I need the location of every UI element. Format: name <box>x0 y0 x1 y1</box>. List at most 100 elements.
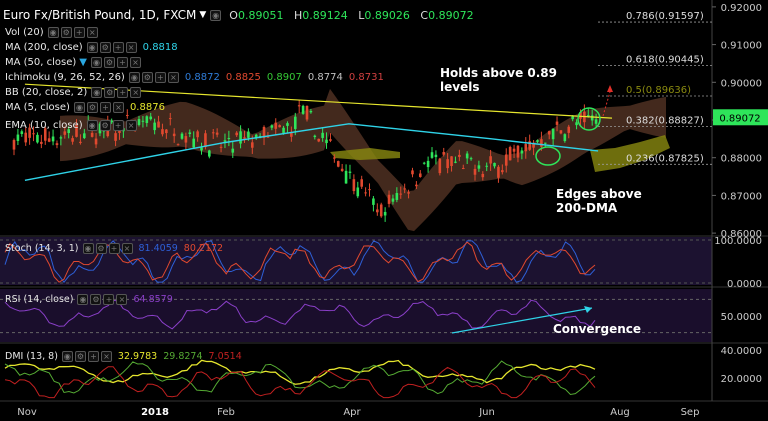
add-icon[interactable]: + <box>73 27 85 38</box>
close-icon[interactable]: × <box>100 351 112 362</box>
settings-icon[interactable]: ⚙ <box>104 57 115 68</box>
stoch-legend[interactable]: Stoch (14, 3, 1) ◉ ⚙ + × 81.4059 80.2172 <box>5 243 223 254</box>
eye-icon[interactable]: ◉ <box>73 102 85 113</box>
candle-body <box>184 136 188 143</box>
settings-icon[interactable]: ▼ <box>79 57 87 68</box>
symbol-header: Euro Fx/British Pound, 1D, FXCM ▼ ◉ O0.8… <box>3 8 481 22</box>
indicator-ma50[interactable]: MA (50, close) ▼ ◉ ⚙ + × <box>5 57 141 68</box>
convergence-arrow-head <box>584 306 592 313</box>
add-icon[interactable]: + <box>112 42 124 53</box>
candle-body <box>28 127 31 138</box>
rsi-value: 64.8579 <box>133 294 173 305</box>
eye-icon[interactable]: ◉ <box>47 27 59 38</box>
candle-body <box>24 132 28 143</box>
y-tick-label: 0.88000 <box>721 154 762 165</box>
close-icon[interactable]: × <box>130 87 142 98</box>
candle-body <box>458 154 461 157</box>
indicator-label: EMA (10, close) <box>5 120 83 131</box>
eye-icon[interactable]: ◉ <box>86 42 98 53</box>
candle-body <box>16 134 20 141</box>
add-icon[interactable]: + <box>154 72 166 83</box>
candle-body <box>239 131 242 144</box>
dmi-legend[interactable]: DMI (13, 8) ◉ ⚙ + × 32.9783 29.8274 7.0514 <box>5 351 242 362</box>
close-icon[interactable]: × <box>125 42 137 53</box>
indicator-ema10[interactable]: EMA (10, close) ◉ ⚙ + × <box>5 120 137 131</box>
candle-body <box>293 116 297 129</box>
candle-body <box>594 119 598 124</box>
indicator-bb[interactable]: BB (20, close, 2) ◉ ⚙ + × <box>5 87 142 98</box>
add-icon[interactable]: + <box>108 243 120 254</box>
dmi-neg-line <box>4 366 596 399</box>
close-icon[interactable]: × <box>125 120 137 131</box>
stoch-tick-label: 100.0000 <box>714 236 762 247</box>
settings-icon[interactable]: ⚙ <box>99 120 111 131</box>
candle-body <box>473 168 477 175</box>
settings-icon[interactable]: ⚙ <box>95 243 107 254</box>
candle-body <box>442 152 446 155</box>
chevron-down-icon[interactable]: ▼ <box>199 10 207 20</box>
close-icon[interactable]: × <box>116 294 128 305</box>
add-icon[interactable]: + <box>99 102 111 113</box>
indicator-ma200[interactable]: MA (200, close) ◉ ⚙ + × 0.8818 <box>5 42 178 53</box>
indicator-ma5[interactable]: MA (5, close) ◉ ⚙ + × 0.8876 <box>5 102 165 113</box>
add-icon[interactable]: + <box>112 120 124 131</box>
candle-body <box>176 144 180 146</box>
candle-body <box>415 184 418 187</box>
settings-icon[interactable]: ⚙ <box>141 72 153 83</box>
settings-icon[interactable]: ⚙ <box>60 27 72 38</box>
eye-icon[interactable]: ◉ <box>210 9 222 21</box>
rsi-legend[interactable]: RSI (14, close) ◉ ⚙ + × 64.8579 <box>5 294 173 305</box>
candle-body <box>360 179 363 187</box>
stoch-tick-label: 0.0000 <box>727 279 762 290</box>
eye-icon[interactable]: ◉ <box>82 243 94 254</box>
convergence-arrow-line <box>451 307 593 334</box>
eye-icon[interactable]: ◉ <box>91 57 102 68</box>
settings-icon[interactable]: ⚙ <box>74 351 86 362</box>
eye-icon[interactable]: ◉ <box>77 294 89 305</box>
settings-icon[interactable]: ⚙ <box>86 102 98 113</box>
last-price-label: 0.89072 <box>719 113 760 124</box>
x-tick-label: 2018 <box>141 407 169 418</box>
candle-body <box>219 146 223 148</box>
candle-body <box>114 133 117 141</box>
add-icon[interactable]: + <box>103 294 115 305</box>
settings-icon[interactable]: ⚙ <box>104 87 116 98</box>
add-icon[interactable]: + <box>117 57 128 68</box>
candle-body <box>575 122 578 126</box>
candle-body <box>243 137 246 139</box>
eye-icon[interactable]: ◉ <box>128 72 140 83</box>
candle-body <box>493 162 496 167</box>
close-icon[interactable]: × <box>167 72 179 83</box>
eye-icon[interactable]: ◉ <box>86 120 98 131</box>
indicator-value: 0.8774 <box>307 72 343 83</box>
symbol-title[interactable]: Euro Fx/British Pound, 1D, FXCM <box>3 8 197 22</box>
indicator-ichimoku[interactable]: Ichimoku (9, 26, 52, 26) ◉ ⚙ + × 0.8872 0.8… <box>5 72 384 83</box>
close-icon[interactable]: × <box>86 27 98 38</box>
close-icon[interactable]: × <box>121 243 133 254</box>
eye-icon[interactable]: ◉ <box>61 351 73 362</box>
candle-body <box>579 112 582 119</box>
indicator-label: BB (20, close, 2) <box>5 87 88 98</box>
close-icon[interactable]: × <box>112 102 124 113</box>
add-icon[interactable]: + <box>117 87 129 98</box>
candle-body <box>254 134 258 138</box>
candle-body <box>149 116 153 120</box>
candle-body <box>481 173 485 178</box>
candle-body <box>59 137 63 139</box>
candle-body <box>418 173 422 177</box>
indicator-vol[interactable]: Vol (20) ◉ ⚙ + × <box>5 27 98 38</box>
settings-icon[interactable]: ⚙ <box>99 42 111 53</box>
eye-icon[interactable]: ◉ <box>91 87 103 98</box>
close-icon[interactable]: × <box>130 57 141 68</box>
x-tick-label: Apr <box>343 407 361 418</box>
candle-body <box>270 125 274 128</box>
dmi-adx-line <box>4 359 596 385</box>
add-icon[interactable]: + <box>87 351 99 362</box>
candle-body <box>586 115 590 117</box>
candle-body <box>352 179 356 192</box>
candle-body <box>235 132 238 136</box>
indicator-buttons: ◉ ⚙ + × <box>61 351 112 362</box>
candle-body <box>426 160 430 168</box>
settings-icon[interactable]: ⚙ <box>90 294 102 305</box>
